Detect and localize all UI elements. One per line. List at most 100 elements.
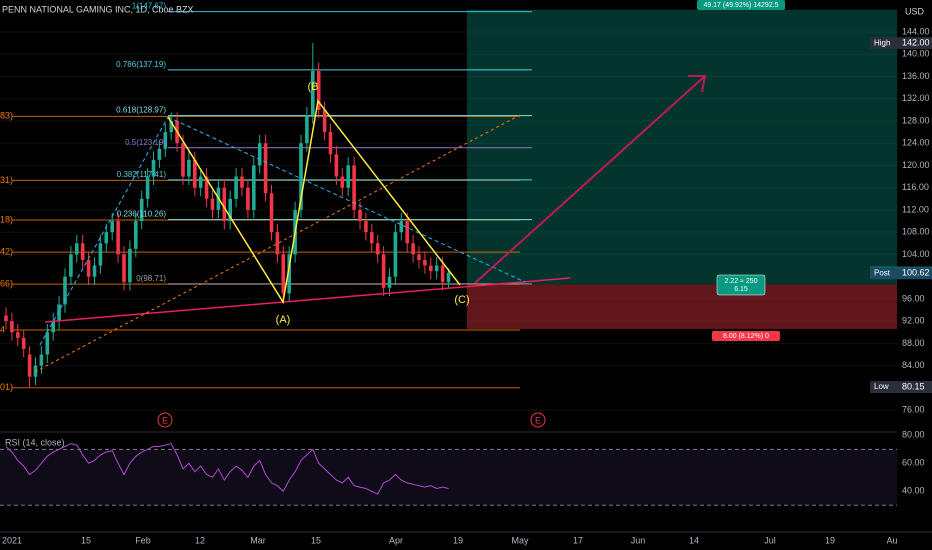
x-tick-label: Mar — [250, 535, 266, 545]
candle-body — [228, 198, 232, 222]
candle-body — [364, 221, 368, 233]
x-tick-label: 19 — [453, 535, 463, 545]
candle-body — [80, 243, 85, 260]
y-tick-label: 88.00 — [902, 338, 925, 348]
wave-label: (C) — [454, 294, 469, 306]
level-label: 42) — [0, 246, 13, 256]
candle-body — [145, 176, 150, 199]
level-label: 31) — [0, 175, 13, 185]
candle-body — [222, 187, 227, 222]
trend-line — [44, 277, 571, 323]
candle-body — [275, 232, 280, 255]
event-label: E — [162, 415, 168, 425]
x-tick-label: 19 — [825, 535, 835, 545]
y-tick-label: 108.00 — [902, 227, 930, 237]
fib-label: 0.382(117.41) — [117, 170, 167, 179]
candle-body — [86, 259, 91, 277]
dashed-line — [167, 116, 526, 283]
profit-zone — [467, 9, 897, 285]
candle-body — [104, 232, 109, 244]
badge — [697, 0, 785, 10]
price-badge — [870, 37, 932, 50]
target-label: 49.17 (49.92%) 14292.5 — [703, 2, 778, 9]
arrow-head — [688, 75, 707, 93]
candle-body — [311, 70, 315, 116]
fib-label: 0(98.71) — [136, 274, 166, 283]
candle-body — [346, 165, 350, 188]
candle-body — [204, 176, 209, 199]
price-marker-name: Post — [874, 268, 891, 277]
candle-body — [45, 332, 50, 355]
x-tick-label: 12 — [195, 535, 205, 545]
dashed-line — [39, 116, 169, 346]
center-label: 2.22 ≈ 250 — [724, 278, 757, 285]
x-tick-label: Au — [886, 535, 897, 545]
fib-label: 1(147.67) — [132, 2, 167, 11]
level-label: 4 — [0, 324, 5, 334]
x-tick-label: 15 — [81, 535, 91, 545]
rsi-line — [5, 443, 449, 495]
x-tick-label: Feb — [135, 535, 151, 545]
candle-body — [381, 254, 386, 288]
y-tick-label: 144.00 — [902, 26, 930, 36]
candle-body — [98, 243, 103, 266]
y-tick-label: 116.00 — [902, 182, 929, 192]
candle-body — [440, 265, 445, 283]
price-badge — [870, 381, 932, 394]
candle-body — [387, 276, 392, 288]
level-label: 18) — [0, 214, 13, 224]
candle-body — [21, 337, 26, 349]
rsi-tick-label: 60.00 — [902, 458, 925, 468]
candle-body — [375, 243, 380, 255]
marks-layer — [4, 43, 451, 495]
rsi-band — [0, 449, 897, 506]
wave-line — [167, 99, 461, 305]
candle-body — [328, 132, 333, 155]
candle-body — [434, 265, 439, 272]
center-label: 6.15 — [734, 286, 748, 293]
candle-body — [370, 232, 374, 244]
candle-body — [134, 221, 138, 249]
x-tick-label: Jun — [631, 535, 646, 545]
candle-body — [252, 165, 256, 210]
candle-body — [263, 143, 268, 194]
level-label: 01) — [0, 382, 13, 392]
dashed-line — [34, 114, 521, 373]
candle-body — [116, 221, 120, 255]
candle-body — [169, 120, 173, 133]
candle-body — [299, 143, 303, 210]
candle-body — [423, 259, 427, 266]
fib-label: 0.786(137.19) — [116, 60, 166, 69]
candle-body — [163, 132, 168, 149]
event-marker — [530, 412, 546, 428]
x-tick-label: 15 — [311, 535, 321, 545]
y-tick-label: 136.00 — [902, 71, 930, 81]
candle-body — [198, 176, 203, 188]
badge — [712, 331, 780, 341]
x-tick-label: Jul — [764, 535, 776, 545]
under-layer — [0, 9, 897, 506]
candle-body — [63, 276, 67, 305]
candle-body — [75, 243, 79, 255]
candle-body — [257, 143, 262, 166]
price-marker-value: 142.00 — [902, 38, 930, 48]
event-label: E — [535, 415, 541, 425]
candle-body — [240, 176, 244, 188]
candle-body — [352, 165, 356, 210]
candle-body — [446, 272, 451, 283]
event-marker — [157, 412, 173, 428]
rsi-title: RSI (14, close) — [5, 437, 65, 447]
y-tick-label: 112.00 — [902, 204, 929, 214]
candle-body — [287, 254, 291, 294]
currency: USD — [905, 6, 925, 16]
fib-label: 0.618(128.97) — [116, 106, 166, 115]
candle-body — [193, 159, 197, 188]
price-badge — [870, 267, 932, 280]
rsi-tick-label: 80.00 — [902, 430, 925, 440]
x-tick-label: Apr — [389, 535, 403, 545]
candle-body — [305, 115, 309, 144]
